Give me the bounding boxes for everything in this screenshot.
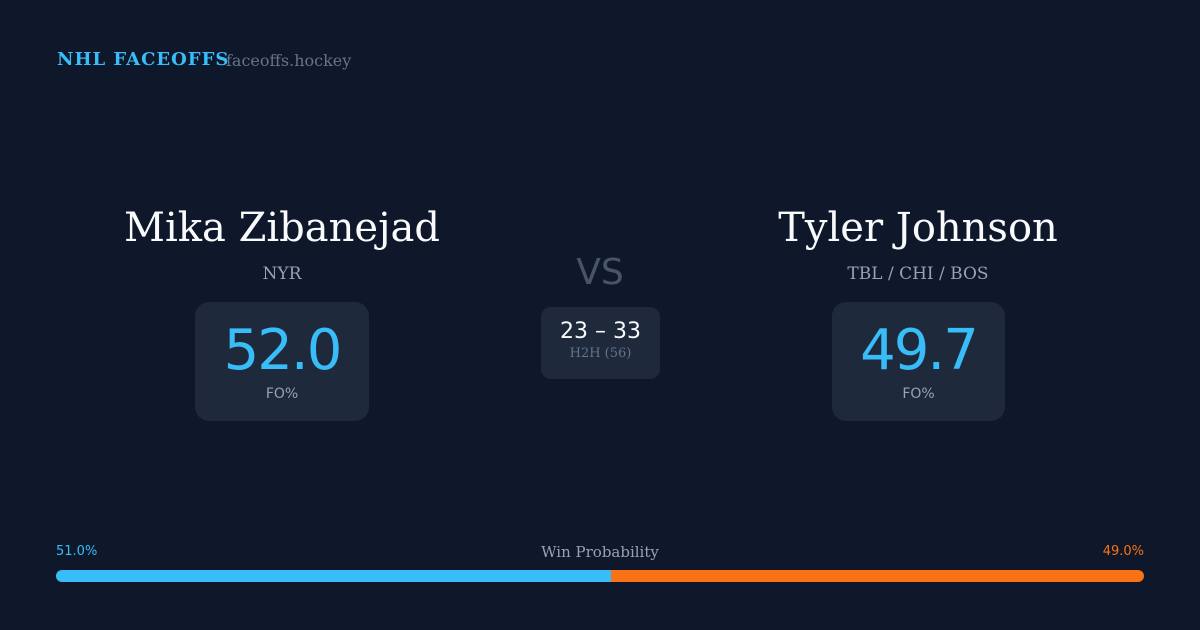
- win-prob-right-fill: [610, 570, 1144, 582]
- player1-team: NYR: [262, 264, 302, 284]
- player2-name: Tyler Johnson: [778, 205, 1058, 251]
- win-prob-left: 51.0%: [56, 544, 98, 559]
- player1-fo-pct: 52.0: [223, 318, 343, 383]
- player1-fo-card: 52.0 FO%: [195, 302, 369, 421]
- win-prob-right: 49.0%: [1102, 544, 1144, 559]
- win-probability-bar: [56, 570, 1144, 582]
- h2h-label: H2H (56): [569, 346, 632, 361]
- h2h-score: 23 – 33: [560, 319, 641, 344]
- h2h-card: 23 – 33 H2H (56): [541, 307, 660, 379]
- player1-fo-label: FO%: [265, 386, 299, 402]
- site-url: faceoffs.hockey: [226, 51, 352, 70]
- player1-name: Mika Zibanejad: [124, 205, 440, 251]
- player2-team: TBL / CHI / BOS: [847, 264, 989, 284]
- win-prob-title: Win Probability: [541, 543, 659, 561]
- vs-label: VS: [576, 252, 624, 293]
- player2-fo-card: 49.7 FO%: [832, 302, 1005, 421]
- player2-fo-pct: 49.7: [860, 318, 979, 383]
- brand-title: NHL FACEOFFS: [57, 49, 230, 70]
- player2-fo-label: FO%: [902, 386, 935, 402]
- win-prob-left-fill: [56, 570, 611, 582]
